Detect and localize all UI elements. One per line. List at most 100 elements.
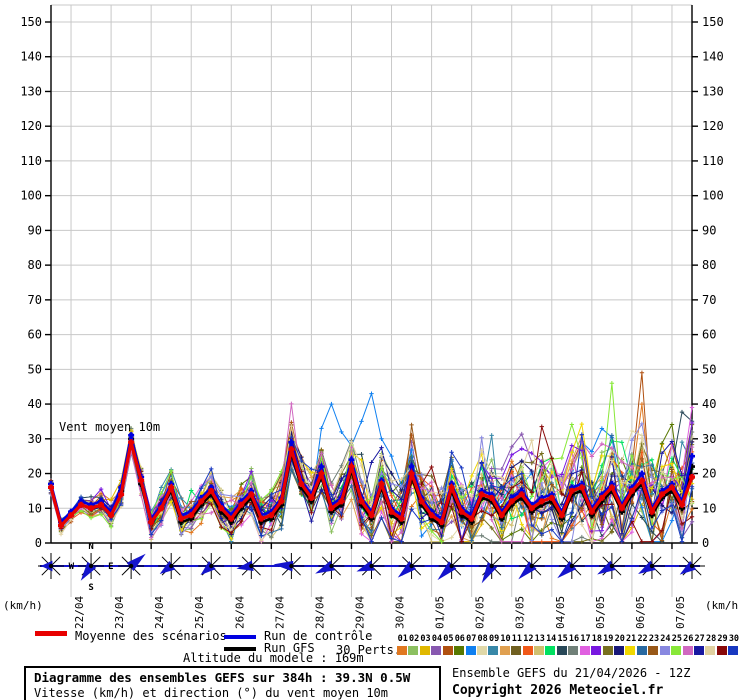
pert-number: 15 bbox=[557, 634, 568, 644]
pert-number: 09 bbox=[488, 634, 500, 644]
pert-color-swatch bbox=[408, 646, 419, 655]
pert-number: 17 bbox=[580, 634, 591, 644]
svg-text:80: 80 bbox=[702, 258, 716, 272]
pert-color-swatch bbox=[568, 646, 579, 655]
pert-number: 30 bbox=[728, 634, 740, 644]
svg-text:110: 110 bbox=[702, 154, 724, 168]
pert-number-row: 01 02 03 04 05 06 07 08 09 10 11 12 13 14 15 16 17 18 19 20… bbox=[397, 635, 740, 644]
legend-perts-label: 30 Perts. bbox=[336, 643, 402, 657]
svg-text:70: 70 bbox=[28, 293, 42, 307]
pert-color-swatch bbox=[442, 646, 453, 655]
svg-text:03/05: 03/05 bbox=[514, 596, 527, 629]
y-axis-labels: 0 0 10 10 20 20 30 30 40 40 50 50 60 60 70 70 80 80 90 90 10… bbox=[20, 15, 723, 550]
pert-number: 03 bbox=[420, 634, 431, 644]
svg-text:0: 0 bbox=[35, 536, 42, 550]
svg-text:100: 100 bbox=[702, 189, 724, 203]
svg-text:20: 20 bbox=[702, 467, 716, 481]
chart-annotation: Vent moyen 10m bbox=[59, 420, 161, 434]
pert-color-swatch bbox=[705, 646, 716, 655]
svg-text:150: 150 bbox=[702, 15, 724, 29]
legend-gfs-label: Run GFS bbox=[264, 641, 315, 655]
svg-text:60: 60 bbox=[702, 328, 716, 342]
wind-direction-row: N S E W bbox=[38, 542, 705, 593]
pert-color-swatch bbox=[591, 646, 602, 655]
altitude-note: Altitude du modele : 169m bbox=[183, 651, 364, 665]
svg-text:0: 0 bbox=[702, 536, 709, 550]
info-box-title: Diagramme des ensembles GEFS sur 384h : … bbox=[34, 670, 411, 685]
pert-number: 18 bbox=[591, 634, 602, 644]
svg-text:130: 130 bbox=[20, 84, 42, 98]
gfs-line-swatch bbox=[224, 647, 256, 651]
pert-number: 16 bbox=[568, 634, 580, 644]
pert-color-swatch bbox=[728, 646, 739, 655]
pert-color-swatch bbox=[454, 646, 465, 655]
svg-text:80: 80 bbox=[28, 258, 42, 272]
svg-text:20: 20 bbox=[28, 467, 42, 481]
pert-color-swatch bbox=[397, 646, 407, 655]
svg-text:W: W bbox=[69, 562, 75, 572]
svg-text:100: 100 bbox=[20, 189, 42, 203]
control-line-swatch bbox=[224, 635, 256, 639]
pert-color-swatch bbox=[648, 646, 659, 655]
svg-text:23/04: 23/04 bbox=[113, 596, 126, 629]
info-box-subtitle: Vitesse (km/h) et direction (°) du vent … bbox=[34, 686, 389, 700]
pert-number: 23 bbox=[648, 634, 660, 644]
svg-text:120: 120 bbox=[20, 119, 42, 133]
unit-label-right: (km/h) bbox=[705, 599, 740, 612]
copyright: Copyright 2026 Meteociel.fr bbox=[452, 683, 664, 698]
svg-text:140: 140 bbox=[702, 50, 724, 64]
pert-number: 25 bbox=[671, 634, 682, 644]
pert-color-swatch bbox=[476, 646, 487, 655]
unit-label-left: (km/h) bbox=[3, 599, 43, 612]
svg-text:07/05: 07/05 bbox=[674, 596, 687, 629]
svg-text:22/04: 22/04 bbox=[73, 596, 86, 629]
legend-control-label: Run de contrôle bbox=[264, 629, 373, 643]
pert-number: 21 bbox=[626, 634, 637, 644]
pert-number: 14 bbox=[546, 634, 557, 644]
svg-text:25/04: 25/04 bbox=[193, 596, 206, 629]
pert-number: 13 bbox=[534, 634, 545, 644]
pert-number: 12 bbox=[523, 634, 534, 644]
svg-text:E: E bbox=[108, 562, 113, 572]
svg-text:29/04: 29/04 bbox=[353, 596, 366, 629]
pert-color-swatch bbox=[671, 646, 682, 655]
info-box: Diagramme des ensembles GEFS sur 384h : … bbox=[24, 666, 441, 700]
pert-color-swatch bbox=[534, 646, 545, 655]
svg-text:40: 40 bbox=[702, 397, 716, 411]
run-info: Ensemble GEFS du 21/04/2026 - 12Z bbox=[452, 666, 691, 680]
pert-color-row bbox=[397, 646, 740, 655]
pert-number: 11 bbox=[511, 634, 523, 644]
pert-number: 10 bbox=[500, 634, 511, 644]
mean-line-swatch bbox=[35, 631, 67, 636]
pert-number: 26 bbox=[683, 634, 694, 644]
pert-number: 27 bbox=[694, 634, 705, 644]
pert-color-swatch bbox=[499, 646, 510, 655]
svg-text:N: N bbox=[88, 542, 93, 552]
pert-number: 19 bbox=[603, 634, 614, 644]
svg-text:24/04: 24/04 bbox=[153, 596, 166, 629]
svg-text:28/04: 28/04 bbox=[313, 596, 326, 629]
pert-number: 20 bbox=[614, 634, 625, 644]
svg-text:02/05: 02/05 bbox=[474, 596, 487, 629]
svg-text:30/04: 30/04 bbox=[394, 596, 407, 629]
svg-text:60: 60 bbox=[28, 328, 42, 342]
pert-color-swatch bbox=[419, 646, 430, 655]
pert-color-swatch bbox=[465, 646, 476, 655]
pert-number: 24 bbox=[660, 634, 671, 644]
svg-text:70: 70 bbox=[702, 293, 716, 307]
svg-text:06/05: 06/05 bbox=[634, 596, 647, 629]
svg-text:140: 140 bbox=[20, 50, 42, 64]
pert-number: 07 bbox=[466, 634, 477, 644]
x-axis-date-labels: 22/04 23/04 24/04 25/04 26/04 27/04 28/04 29/04… bbox=[73, 596, 687, 629]
svg-text:120: 120 bbox=[702, 119, 724, 133]
svg-text:26/04: 26/04 bbox=[233, 596, 246, 629]
pert-number: 04 bbox=[431, 634, 443, 644]
pert-color-swatch bbox=[522, 646, 533, 655]
svg-text:30: 30 bbox=[702, 432, 716, 446]
pert-number: 08 bbox=[477, 634, 488, 644]
legend-mean-label: Moyenne des scénarios bbox=[75, 629, 227, 643]
pert-number: 29 bbox=[717, 634, 728, 644]
svg-text:150: 150 bbox=[20, 15, 42, 29]
pert-color-swatch bbox=[602, 646, 613, 655]
